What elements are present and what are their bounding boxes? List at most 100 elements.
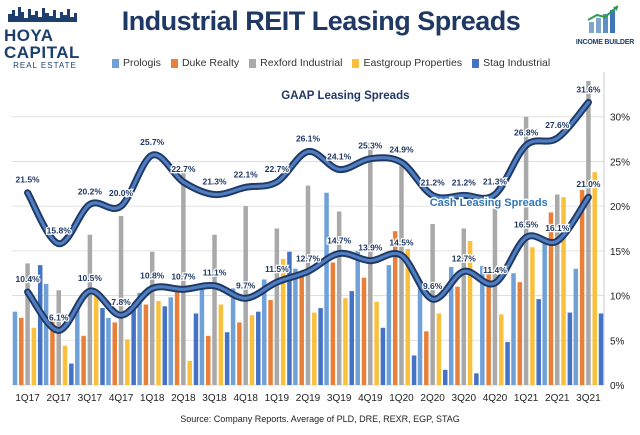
bar-stag-industrial [380,327,386,385]
gaap-line-label: GAAP Leasing Spreads [281,90,409,102]
bar-prologis [199,283,205,385]
x-tick-label: 2Q17 [47,393,72,404]
x-tick-label: 4Q18 [233,393,258,404]
y-tick-label: 20% [610,202,630,213]
bar-eastgroup-properties [592,172,597,385]
bar-stag-industrial [100,308,105,385]
bar-duke-realty [19,317,24,385]
bar-eastgroup-properties [436,313,442,385]
bar-eastgroup-properties [31,327,37,385]
data-label-gaap-leasing-spreads: 22.1% [234,169,259,179]
bar-rexford-industrial [118,215,124,385]
bar-stag-industrial [411,355,417,385]
bar-duke-realty [143,304,149,385]
data-label-gaap-leasing-spreads: 25.7% [140,137,165,147]
bar-rexford-industrial [336,211,342,385]
bar-duke-realty [237,322,242,385]
bar-stag-industrial [256,311,261,385]
bar-eastgroup-properties [343,298,348,385]
bar-duke-realty [205,335,211,385]
data-label-cash-leasing-spreads: 10.8% [140,270,165,280]
data-label-gaap-leasing-spreads: 21.2% [421,177,446,187]
bar-eastgroup-properties [467,241,473,385]
y-tick-label: 0% [610,381,625,392]
data-label-cash-leasing-spreads: 12.7% [452,253,477,263]
legend-swatch [249,58,257,68]
legend-swatch [170,58,178,68]
bar-rexford-industrial [305,185,311,385]
line-gaap-leasing-spreads [25,100,591,246]
bar-rexford-industrial [492,208,498,385]
bar-eastgroup-properties [374,301,379,385]
bar-duke-realty [50,321,55,385]
bar-duke-realty [579,190,585,385]
bar-prologis [542,239,547,385]
bar-duke-realty [299,275,304,385]
bar-duke-realty [361,277,367,385]
legend-swatch [112,58,119,68]
bar-rexford-industrial [181,172,186,385]
bar-stag-industrial [287,251,292,385]
data-label-cash-leasing-spreads: 7.8% [111,297,131,307]
bar-duke-realty [424,331,429,385]
bar-stag-industrial [349,291,355,385]
source-note: Source: Company Reports. Average of PLD,… [180,414,460,424]
bar-eastgroup-properties [62,345,68,385]
bar-prologis [355,250,360,385]
x-tick-label: 3Q21 [576,393,601,404]
bar-duke-realty [268,300,273,385]
bar-prologis [417,288,423,385]
bar-eastgroup-properties [156,300,161,385]
cash-line-label: Cash Leasing Spreads [430,197,548,209]
bar-rexford-industrial [149,251,155,385]
bar-prologis [324,192,329,385]
x-tick-label: 2Q21 [545,393,570,404]
line-cash-leasing-spreads [25,195,591,333]
data-label-gaap-leasing-spreads: 27.6% [545,120,570,130]
data-label-gaap-leasing-spreads: 21.3% [202,177,227,187]
bar-duke-realty [81,335,86,385]
bar-eastgroup-properties [125,339,130,385]
bar-duke-realty [486,268,491,385]
bar-stag-industrial [193,313,199,385]
bar-rexford-industrial [212,234,217,385]
data-label-gaap-leasing-spreads: 20.0% [109,188,134,198]
bar-stag-industrial [442,369,448,385]
data-label-cash-leasing-spreads: 10.4% [16,274,41,284]
bar-stag-industrial [474,373,479,385]
legend-label: Rexford Industrial [260,57,343,69]
legend-item: Duke Realty [170,55,239,71]
bar-prologis [261,279,267,385]
bar-eastgroup-properties [280,258,286,385]
data-label-gaap-leasing-spreads: 15.8% [47,226,72,236]
x-tick-label: 2Q19 [296,393,321,404]
logo-line1: HOYA CAPITAL [4,26,80,62]
bar-prologis [386,265,392,385]
bar-rexford-industrial [274,228,280,385]
x-tick-label: 4Q17 [109,393,134,404]
data-label-cash-leasing-spreads: 10.7% [171,271,196,281]
logo-line2: REAL ESTATE [13,61,77,70]
bar-eastgroup-properties [187,360,192,385]
bar-stag-industrial [318,308,323,385]
brand-text: INCOME BUILDER [575,39,635,46]
bar-eastgroup-properties [218,304,224,385]
bar-eastgroup-properties [530,247,535,385]
data-label-cash-leasing-spreads: 9.6% [423,281,443,291]
data-label-cash-leasing-spreads: 11.4% [483,265,507,275]
bar-prologis [448,266,454,385]
x-tick-label: 1Q19 [265,393,290,404]
legend-item: Eastgroup Properties [352,55,462,71]
bar-duke-realty [548,212,554,385]
data-label-gaap-leasing-spreads: 21.3% [483,177,508,187]
legend-label: Eastgroup Properties [363,57,463,69]
bar-eastgroup-properties [312,312,317,385]
y-tick-label: 15% [610,247,630,258]
bar-stag-industrial [37,265,43,385]
data-label-cash-leasing-spreads: 16.1% [545,223,570,233]
bar-eastgroup-properties [249,315,255,385]
legend-swatch [352,58,360,68]
data-label-gaap-leasing-spreads: 20.2% [78,186,103,196]
bar-stag-industrial [69,363,74,385]
